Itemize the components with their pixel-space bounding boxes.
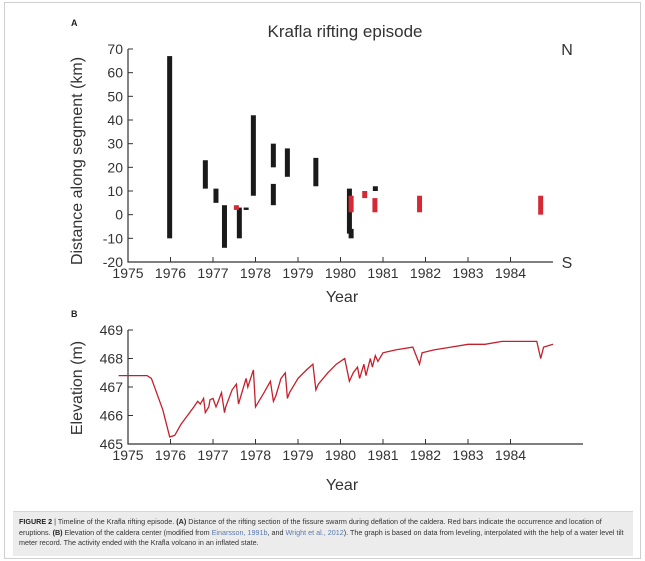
eruption-bar (417, 195, 423, 213)
deflation-bar (270, 183, 276, 206)
south-label: S (562, 255, 573, 272)
panel-a-x-tick-label: 1977 (197, 265, 228, 281)
panel-b-x-tick-label: 1980 (325, 447, 356, 463)
deflation-bar (372, 186, 378, 191)
panel-a-x-tick-label: 1981 (367, 265, 398, 281)
deflation-bar (243, 207, 249, 210)
deflation-bar (167, 56, 173, 239)
panel-a-axes (127, 49, 553, 263)
caption-box: FIGURE 2 | Timeline of the Krafla riftin… (13, 511, 633, 556)
deflation-bar (270, 143, 276, 168)
eruption-bar (233, 205, 239, 210)
eruption-bar (348, 195, 354, 213)
panel-a-y-tick-label: 40 (107, 112, 123, 128)
panel-a-y-tick-label: 60 (107, 65, 123, 81)
panel-a-y-tick-label: 10 (107, 183, 123, 199)
deflation-bar (236, 207, 242, 239)
panel-a-x-tick-label: 1983 (452, 265, 483, 281)
eruption-bar (362, 191, 368, 199)
panel-b-y-axis-label: Elevation (m) (69, 341, 86, 435)
caption-ref-einarsson[interactable]: Einarsson, 1991b (211, 527, 268, 537)
panel-a-x-tick-label: 1980 (325, 265, 356, 281)
panel-b-chart: B Elevation (m) Year 469 468 467 466 465 197… (69, 309, 583, 494)
panel-b-axes (127, 330, 583, 445)
figure-frame: A Krafla rifting episode N S Distance al… (4, 2, 641, 559)
panel-a-x-tick-label: 1975 (112, 265, 143, 281)
panel-a-y-tick-label: -10 (103, 230, 123, 246)
deflation-bar (202, 160, 208, 189)
panel-a-y-axis-label: Distance along segment (km) (69, 57, 86, 265)
deflation-bar (213, 188, 219, 203)
deflation-bar (284, 148, 290, 177)
panel-b-y-tick-label: 467 (100, 379, 124, 395)
panel-a-y-tick-label: 30 (107, 136, 123, 152)
panel-b-y-tick-label: 468 (100, 351, 124, 367)
panel-b-y-tick-label: 465 (100, 436, 124, 452)
deflation-bar (221, 205, 227, 248)
panel-a-x-axis-label: Year (326, 289, 359, 306)
panel-b-y-tick-label: 466 (100, 408, 124, 424)
caption-end: ). The graph is based on data from level… (19, 527, 624, 548)
figure: A Krafla rifting episode N S Distance al… (69, 18, 583, 494)
panel-b-x-tick-label: 1977 (197, 447, 228, 463)
deflation-bar (250, 115, 256, 196)
panel-b-x-tick-label: 1978 (240, 447, 271, 463)
panel-a-x-ticks: 1975 1976 1977 1978 1979 1980 1981 1982 1983 1984 (112, 257, 526, 281)
panel-b-label: B (71, 309, 78, 319)
panel-a-x-tick-label: 1979 (282, 265, 313, 281)
caption-mid: , and (267, 527, 286, 537)
caption-a-label: (A) (176, 517, 187, 526)
panel-b-x-tick-label: 1979 (282, 447, 313, 463)
elevation-line (118, 340, 554, 438)
panel-a-y-tick-label: 50 (107, 88, 123, 104)
panel-a-chart: A Krafla rifting episode N S Distance al… (69, 18, 573, 306)
caption-ref-wright[interactable]: Wright et al., 2012 (285, 527, 344, 537)
panel-b-x-axis-label: Year (326, 477, 359, 494)
panel-a-y-tick-label: -20 (103, 254, 123, 270)
deflation-bar (348, 228, 354, 239)
panel-a-title: Krafla rifting episode (268, 22, 423, 41)
panel-b-x-ticks: 1975 1976 1977 1978 1979 1980 1981 1982 1983 1984 (112, 439, 526, 463)
north-label: N (561, 42, 573, 59)
caption-b-text: Elevation of the caldera center (modifie… (62, 527, 212, 537)
panel-a-y-tick-label: 0 (115, 207, 123, 223)
caption-title: | Timeline of the Krafla rifting episode… (52, 517, 177, 526)
panel-b-x-tick-label: 1975 (112, 447, 143, 463)
panel-a-y-tick-label: 70 (107, 41, 123, 57)
caption-figure-label: FIGURE 2 (19, 517, 53, 526)
eruption-bar (372, 198, 378, 213)
caption-a-text: Distance of the rifting section of the f… (19, 517, 602, 537)
eruption-bar (538, 195, 544, 215)
panel-b-x-tick-label: 1981 (367, 447, 398, 463)
deflation-bar (313, 157, 319, 187)
panel-a-label: A (71, 18, 78, 28)
panel-a-x-tick-label: 1982 (410, 265, 441, 281)
panel-b-x-tick-label: 1982 (410, 447, 441, 463)
panel-a-y-tick-label: 20 (107, 159, 123, 175)
panel-a-x-tick-label: 1984 (495, 265, 526, 281)
caption-b-label: (B) (52, 527, 63, 537)
panel-b-y-tick-label: 469 (100, 322, 124, 338)
panel-b-y-ticks: 469 468 467 466 465 (100, 322, 133, 452)
panel-b-x-tick-label: 1984 (495, 447, 526, 463)
figure-caption: FIGURE 2 | Timeline of the Krafla riftin… (19, 517, 627, 549)
panel-a-x-tick-label: 1978 (240, 265, 271, 281)
panel-b-x-tick-label: 1983 (452, 447, 483, 463)
panel-a-x-tick-label: 1976 (155, 265, 186, 281)
panel-b-x-tick-label: 1976 (155, 447, 186, 463)
panel-a-bars (167, 56, 544, 248)
